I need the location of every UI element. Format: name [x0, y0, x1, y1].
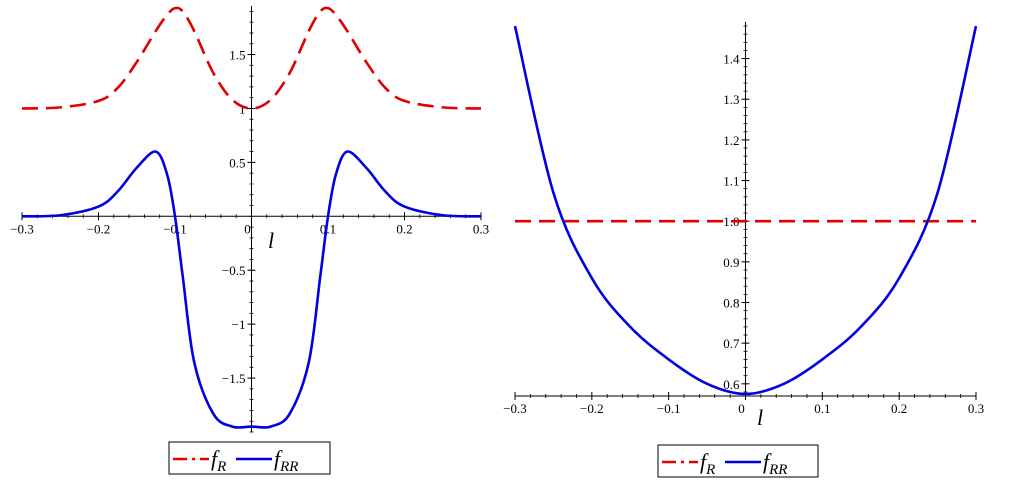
x-tick-label: 0	[738, 401, 745, 416]
y-tick-label: 1.1	[723, 174, 739, 189]
x-tick-label: −0.1	[163, 221, 187, 236]
y-tick-label: −1.5	[222, 371, 246, 386]
legend-box	[168, 441, 331, 475]
x-tick-label: −0.3	[503, 401, 527, 416]
x-tick-label: 0	[244, 221, 251, 236]
x-tick-label: −0.1	[657, 401, 681, 416]
y-tick-label: 0.9	[723, 255, 739, 270]
legend: fR fRR	[168, 441, 331, 475]
series-line-f-r	[21, 6, 482, 110]
x-tick-label: 0.2	[396, 221, 412, 236]
y-tick-label: 1	[239, 101, 246, 116]
right-chart: −0.3 −0.2 −0.1 0 0.1 0.2 0.30.60.70.80.91.01.1…	[503, 22, 984, 478]
x-tick-label: −0.2	[580, 401, 604, 416]
x-axis-label: l	[268, 228, 274, 253]
legend-label-subscript: R	[705, 462, 715, 478]
series-line-f-rr	[513, 25, 978, 396]
y-tick-label: 1.2	[723, 133, 739, 148]
y-tick-label: 0.5	[229, 155, 245, 170]
x-tick-label: 0.1	[320, 221, 336, 236]
x-tick-label: 0.1	[814, 401, 830, 416]
series-line-f-rr	[21, 150, 482, 429]
x-tick-label: 0.2	[891, 401, 907, 416]
y-tick-label: 1.3	[723, 92, 739, 107]
left-chart: −0.3 −0.2 −0.1 0 0.1 0.2 0.3 −1.5 −1 −0.5 0.5 1 1.5 l…	[10, 6, 489, 475]
y-tick-label: 1.5	[229, 48, 245, 63]
legend-label-subscript: RR	[279, 459, 298, 475]
x-tick-label: −0.3	[10, 221, 34, 236]
y-tick-label: 1.4	[723, 52, 740, 67]
x-axis-label: l	[757, 405, 763, 430]
y-tick-label: −1	[232, 317, 246, 332]
x-tick-label: −0.2	[87, 221, 111, 236]
legend-label-subscript: R	[216, 459, 226, 475]
y-tick-label: 0.8	[723, 296, 739, 311]
y-tick-label: 0.7	[723, 336, 740, 351]
legend: fR fRR	[657, 444, 819, 478]
y-tick-label: −0.5	[222, 263, 246, 278]
legend-label-subscript: RR	[768, 462, 787, 478]
x-tick-label: 0.3	[968, 401, 984, 416]
y-tick-label: 0.6	[723, 377, 740, 392]
x-tick-label: 0.3	[473, 221, 489, 236]
